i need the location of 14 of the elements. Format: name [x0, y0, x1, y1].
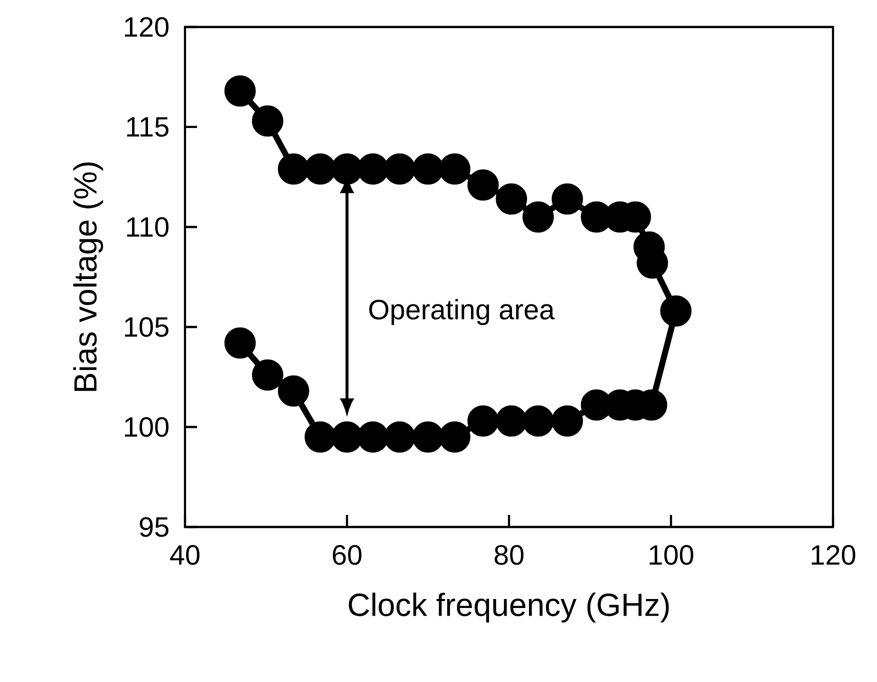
annotation: Operating area	[369, 298, 555, 326]
y-tick-label: 115	[127, 117, 168, 137]
x-tick-label: 120	[812, 545, 856, 565]
y-tick-label: 110	[127, 217, 169, 237]
x-axis-title: Clock frequency (GHz)	[348, 592, 669, 623]
x-tick-label: 40	[170, 545, 200, 565]
x-tick-label: 80	[494, 545, 524, 565]
y-tick-label: 105	[125, 317, 168, 337]
x-tick-label: 100	[650, 545, 694, 565]
y-tick-label: 95	[140, 517, 168, 537]
y-tick-label: 100	[125, 417, 169, 437]
y-tick-label: 120	[125, 17, 169, 37]
y-axis-title: Bias voltage (%)	[73, 162, 104, 391]
x-tick-label: 60	[332, 545, 362, 565]
